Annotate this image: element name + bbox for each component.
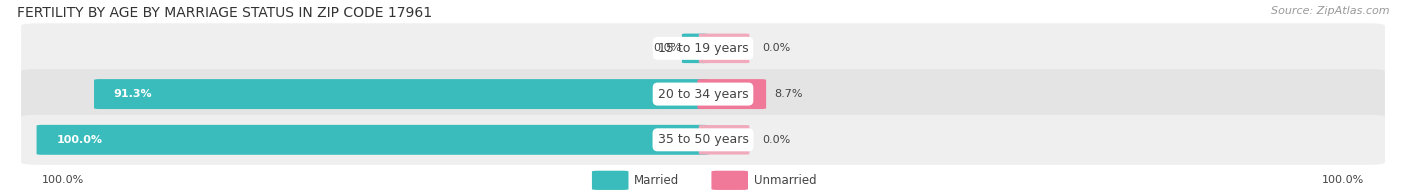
Text: Source: ZipAtlas.com: Source: ZipAtlas.com: [1271, 6, 1389, 16]
Text: 100.0%: 100.0%: [42, 175, 84, 185]
Text: 0.0%: 0.0%: [762, 43, 790, 53]
Text: 8.7%: 8.7%: [775, 89, 803, 99]
FancyBboxPatch shape: [94, 79, 709, 109]
Text: 15 to 19 years: 15 to 19 years: [658, 42, 748, 55]
Text: 0.0%: 0.0%: [762, 135, 790, 145]
Text: 0.0%: 0.0%: [654, 43, 682, 53]
Text: 35 to 50 years: 35 to 50 years: [658, 133, 748, 146]
Text: 20 to 34 years: 20 to 34 years: [658, 88, 748, 101]
FancyBboxPatch shape: [21, 69, 1385, 119]
FancyBboxPatch shape: [592, 171, 628, 190]
Text: Unmarried: Unmarried: [754, 174, 817, 187]
Text: 91.3%: 91.3%: [114, 89, 152, 99]
Text: FERTILITY BY AGE BY MARRIAGE STATUS IN ZIP CODE 17961: FERTILITY BY AGE BY MARRIAGE STATUS IN Z…: [17, 6, 432, 20]
FancyBboxPatch shape: [711, 171, 748, 190]
FancyBboxPatch shape: [697, 79, 766, 109]
FancyBboxPatch shape: [682, 34, 707, 63]
FancyBboxPatch shape: [21, 115, 1385, 165]
Text: 100.0%: 100.0%: [56, 135, 103, 145]
FancyBboxPatch shape: [699, 34, 749, 63]
Text: Married: Married: [634, 174, 679, 187]
FancyBboxPatch shape: [699, 125, 749, 155]
FancyBboxPatch shape: [21, 23, 1385, 73]
Text: 100.0%: 100.0%: [1322, 175, 1364, 185]
FancyBboxPatch shape: [37, 125, 709, 155]
